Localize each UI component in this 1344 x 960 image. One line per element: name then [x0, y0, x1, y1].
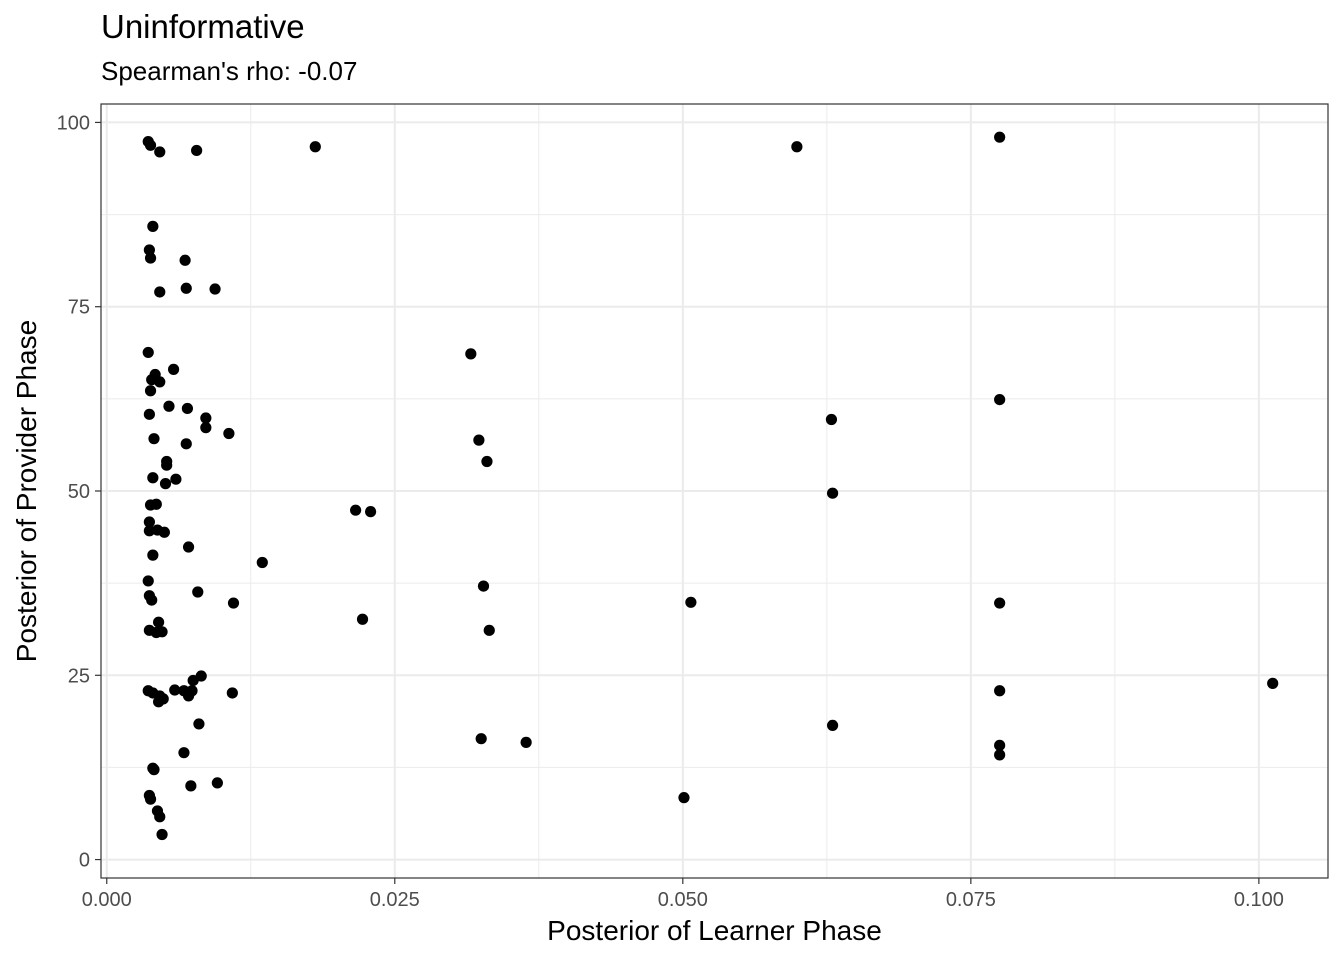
data-point: [191, 144, 203, 157]
data-point: [791, 141, 803, 153]
data-point: [483, 624, 495, 636]
y-tick-label: 50: [68, 481, 90, 503]
data-point: [154, 811, 166, 823]
data-point: [1267, 677, 1279, 689]
data-points: [142, 131, 1279, 841]
y-tick-label: 0: [79, 850, 90, 872]
data-point: [178, 747, 190, 759]
data-point: [678, 792, 690, 804]
data-point: [826, 487, 839, 499]
data-point: [146, 594, 158, 606]
data-point: [994, 131, 1006, 143]
data-point: [193, 718, 205, 730]
data-point: [161, 459, 173, 471]
data-point: [148, 433, 160, 445]
data-point: [159, 478, 172, 490]
data-point: [154, 376, 166, 388]
data-point: [170, 473, 182, 485]
data-point: [144, 139, 157, 151]
data-point: [185, 780, 197, 792]
data-point: [994, 749, 1006, 761]
major-gridlines: [101, 104, 1328, 878]
x-axis-title: Posterior of Learner Phase: [547, 915, 882, 946]
data-point: [147, 472, 159, 484]
data-point: [143, 525, 155, 537]
data-point: [825, 413, 838, 426]
x-tick-label: 0.075: [946, 889, 996, 911]
data-point: [180, 282, 192, 294]
x-tick-label: 0.000: [82, 889, 132, 911]
data-point: [153, 696, 165, 708]
data-point: [826, 719, 839, 732]
data-point: [187, 674, 199, 687]
data-point: [994, 597, 1006, 609]
chart-title: Uninformative: [101, 8, 305, 45]
data-point: [143, 408, 155, 420]
data-point: [147, 220, 159, 232]
data-point: [192, 586, 204, 598]
data-point: [477, 580, 490, 592]
data-point: [143, 516, 155, 528]
data-point: [473, 434, 485, 446]
data-point: [223, 427, 235, 440]
data-point: [364, 506, 377, 518]
y-tick-label: 100: [57, 112, 90, 134]
data-point: [994, 739, 1006, 751]
data-point: [169, 684, 181, 696]
data-point: [520, 736, 532, 748]
chart-subtitle: Spearman's rho: -0.07: [101, 56, 358, 86]
data-point: [150, 498, 162, 510]
data-point: [144, 385, 157, 397]
x-axis: 0.000 0.025 0.050 0.075 0.100: [82, 878, 1284, 911]
data-point: [182, 690, 195, 702]
data-point: [350, 504, 362, 516]
data-point: [154, 146, 166, 158]
data-point: [153, 616, 165, 628]
data-point: [994, 393, 1006, 406]
data-point: [356, 613, 369, 625]
data-point: [142, 346, 154, 359]
data-point: [685, 596, 697, 608]
data-point: [227, 597, 240, 609]
data-point: [256, 556, 268, 569]
data-point: [158, 526, 170, 538]
data-point: [226, 687, 238, 699]
data-point: [180, 438, 192, 450]
y-tick-label: 25: [68, 665, 90, 687]
data-point: [475, 733, 487, 745]
data-point: [209, 283, 221, 295]
data-point: [144, 252, 157, 264]
x-tick-label: 0.025: [370, 889, 420, 911]
data-point: [211, 777, 223, 789]
data-point: [148, 764, 160, 776]
data-point: [156, 828, 168, 841]
x-tick-label: 0.050: [658, 889, 708, 911]
data-point: [200, 412, 212, 424]
data-point: [309, 141, 321, 153]
data-point: [147, 549, 159, 561]
data-point: [994, 685, 1006, 697]
x-tick-label: 0.100: [1234, 889, 1284, 911]
data-point: [154, 286, 166, 298]
data-point: [142, 575, 154, 587]
y-axis: 0 25 50 75 100: [57, 112, 101, 872]
data-point: [200, 422, 212, 434]
data-point: [182, 541, 195, 553]
data-point: [181, 402, 194, 415]
data-point: [144, 793, 157, 805]
data-point: [179, 254, 191, 266]
data-point: [465, 348, 477, 360]
data-point: [481, 455, 493, 468]
y-axis-title: Posterior of Provider Phase: [11, 320, 42, 662]
data-point: [163, 400, 175, 412]
y-tick-label: 75: [68, 297, 90, 319]
data-point: [156, 626, 168, 638]
data-point: [167, 363, 180, 375]
